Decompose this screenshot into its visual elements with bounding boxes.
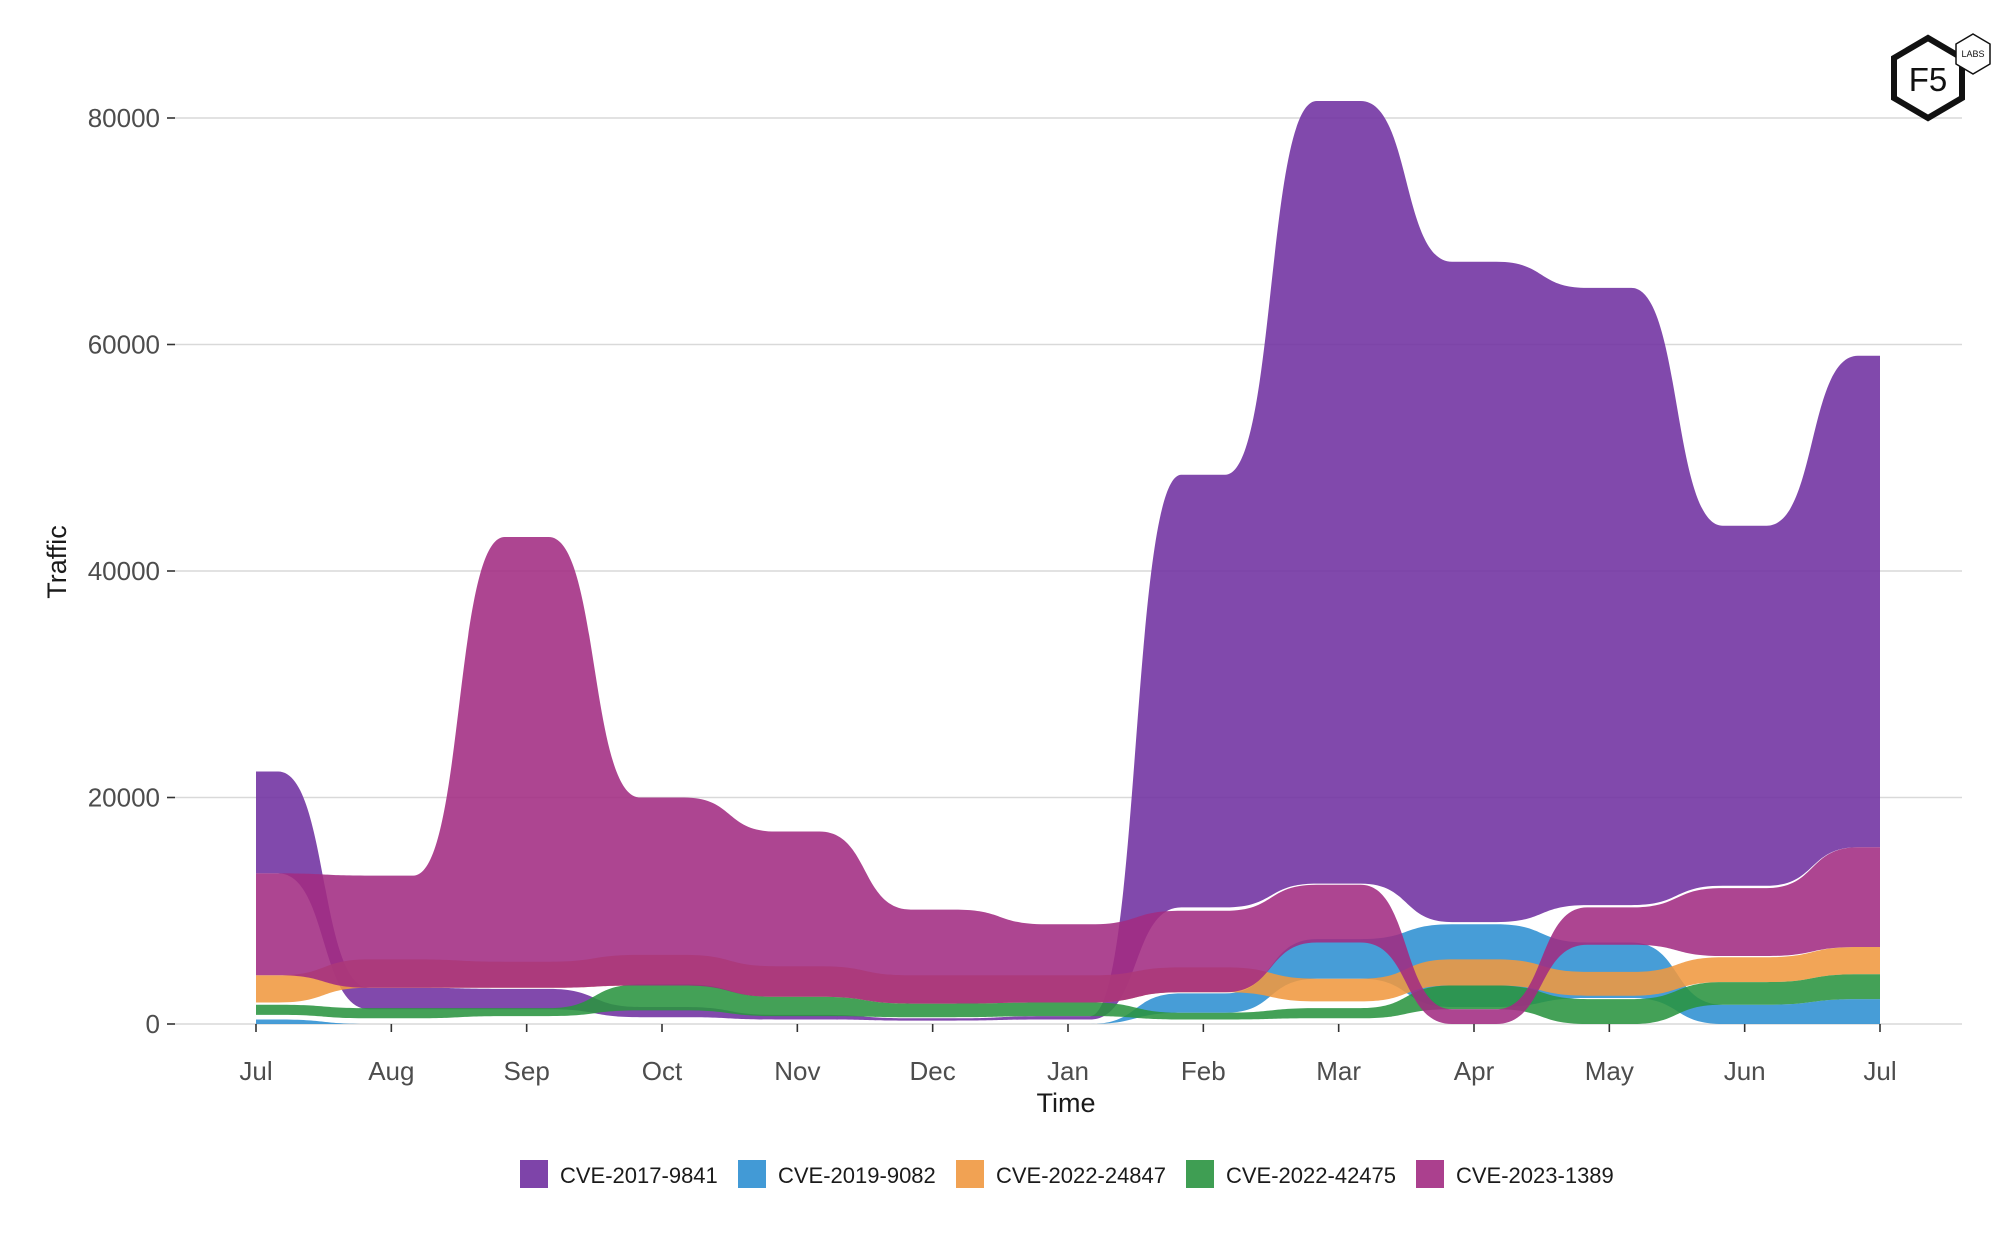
x-tick-label: Sep <box>504 1056 550 1086</box>
x-tick-label: Apr <box>1454 1056 1495 1086</box>
x-tick-label: Jun <box>1724 1056 1766 1086</box>
legend-swatch <box>956 1160 984 1188</box>
area-cve-2022-42475 <box>256 974 1880 1024</box>
legend-label: CVE-2023-1389 <box>1456 1163 1614 1188</box>
legend-label: CVE-2022-42475 <box>1226 1163 1396 1188</box>
x-tick-label: Oct <box>642 1056 683 1086</box>
y-axis-title: Traffic <box>42 525 72 599</box>
labs-badge-hexagon <box>1955 33 1991 75</box>
x-axis: Jul Aug Sep Oct Nov Dec Jan Feb Mar Apr May Jun Jul <box>239 1024 1897 1086</box>
x-tick-label: Aug <box>368 1056 414 1086</box>
y-tick-label: 80000 <box>88 103 160 133</box>
x-tick-label: Dec <box>910 1056 956 1086</box>
legend-swatch <box>1416 1160 1444 1188</box>
x-tick-label: Mar <box>1316 1056 1361 1086</box>
legend-swatch <box>738 1160 766 1188</box>
f5-labs-logo: F5 LABS <box>1891 33 1991 122</box>
x-tick-label: Jan <box>1047 1056 1089 1086</box>
y-tick-label: 60000 <box>88 330 160 360</box>
legend-label: CVE-2017-9841 <box>560 1163 718 1188</box>
x-tick-label: Feb <box>1181 1056 1226 1086</box>
x-tick-label: Jul <box>239 1056 272 1086</box>
x-axis-title: Time <box>1037 1088 1096 1118</box>
legend-label: CVE-2019-9082 <box>778 1163 936 1188</box>
y-tick-label: 40000 <box>88 556 160 586</box>
legend-swatch <box>1186 1160 1214 1188</box>
x-tick-label: Nov <box>774 1056 820 1086</box>
y-tick-label: 20000 <box>88 783 160 813</box>
labs-badge-text: LABS <box>1961 49 1984 59</box>
x-tick-label: May <box>1585 1056 1634 1086</box>
legend-swatch <box>520 1160 548 1188</box>
x-tick-label: Jul <box>1863 1056 1896 1086</box>
area-series <box>256 101 1880 1024</box>
y-tick-label: 0 <box>146 1009 160 1039</box>
f5-logo-text: F5 <box>1909 61 1948 98</box>
legend-label: CVE-2022-24847 <box>996 1163 1166 1188</box>
area-cve-2023-1389 <box>256 537 1880 1024</box>
y-axis: 0 20000 40000 60000 80000 <box>88 103 175 1039</box>
legend: CVE-2017-9841 CVE-2019-9082 CVE-2022-24847… <box>520 1160 1614 1188</box>
area-cve-2017-9841 <box>256 101 1880 1021</box>
